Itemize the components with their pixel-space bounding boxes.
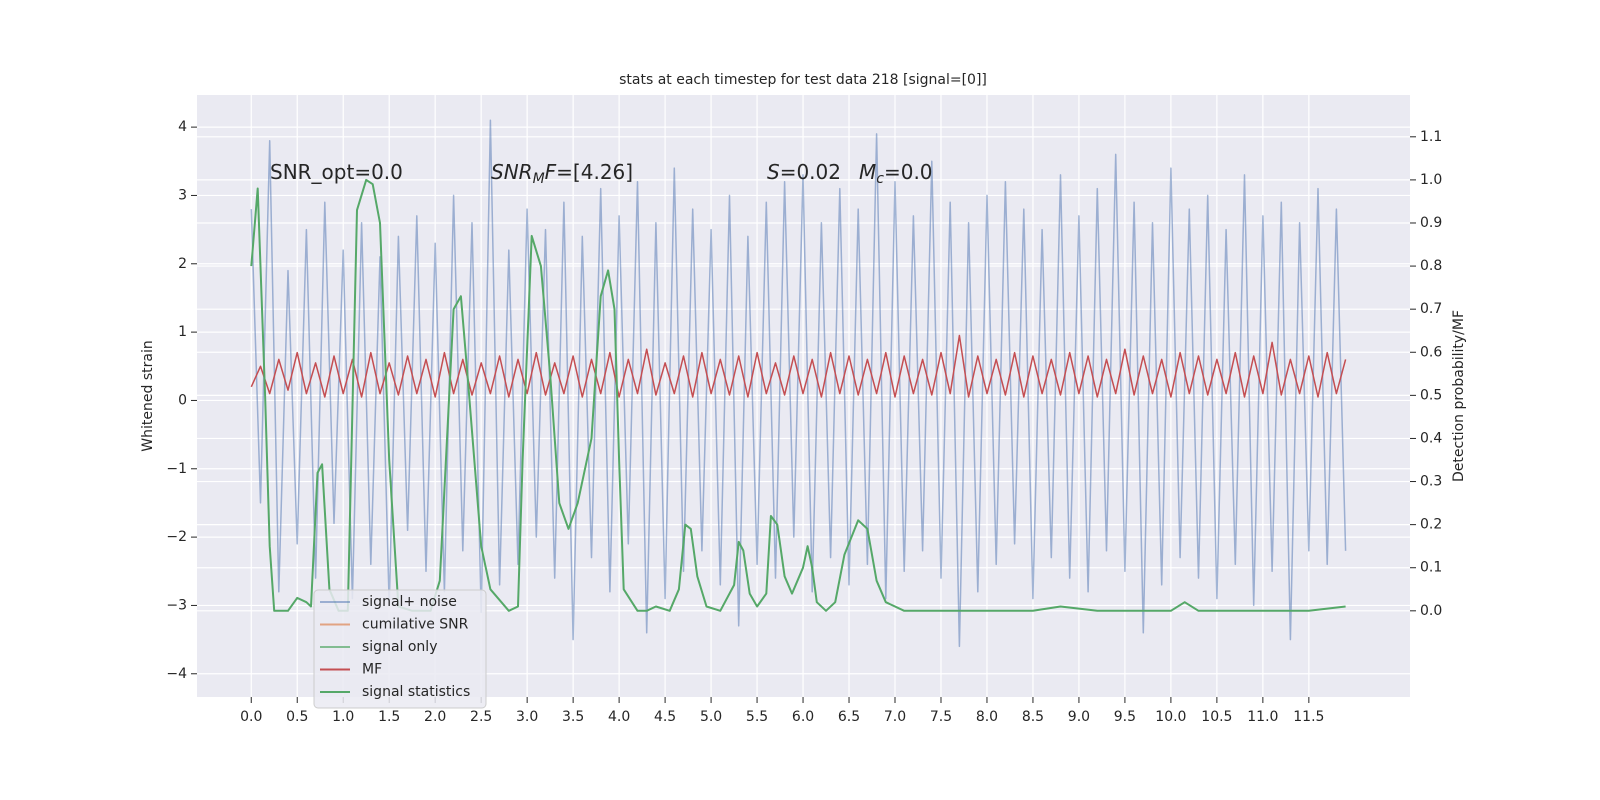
series-line xyxy=(250,119,1347,648)
y-tick-label: 4 xyxy=(178,119,187,135)
annotation-part: =0.02 xyxy=(780,160,841,184)
y-tick-label: 1 xyxy=(178,324,187,340)
y2-tick-label: 0.7 xyxy=(1420,301,1442,317)
annotation: SNRMF=[4.26] xyxy=(491,160,633,188)
y-tick-label: 2 xyxy=(178,256,187,272)
x-tick-label: 8.0 xyxy=(976,709,998,725)
y2-tick-label: 0.2 xyxy=(1420,517,1442,533)
legend-label: signal+ noise xyxy=(362,594,457,610)
legend-label: cumilative SNR xyxy=(362,617,469,633)
x-tick-label: 0.5 xyxy=(286,709,308,725)
annotation-part: M xyxy=(533,171,545,187)
y2-tick-label: 1.1 xyxy=(1420,129,1442,145)
y-tick-label: 3 xyxy=(178,187,187,203)
y2-tick-label: 0.8 xyxy=(1420,258,1442,274)
y-tick-label: −4 xyxy=(166,666,187,682)
x-tick-label: 11.0 xyxy=(1247,709,1278,725)
y-tick-label: −2 xyxy=(166,529,187,545)
annotation-part: S xyxy=(767,160,780,184)
annotation: Mc=0.0 xyxy=(859,160,933,188)
x-tick-label: 6.0 xyxy=(792,709,814,725)
x-tick-label: 1.5 xyxy=(378,709,400,725)
legend: signal+ noise cumilative SNR signal only MF… xyxy=(313,589,487,709)
x-tick-label: 8.5 xyxy=(1022,709,1044,725)
annotation-part: =[4.26] xyxy=(556,160,633,184)
x-tick-label: 9.0 xyxy=(1068,709,1090,725)
series-line xyxy=(250,334,1347,398)
x-tick-label: 5.5 xyxy=(746,709,768,725)
x-tick-label: 5.0 xyxy=(700,709,722,725)
annotation-part: c xyxy=(876,171,884,187)
x-tick-label: 3.5 xyxy=(562,709,584,725)
annotation-part: SNR_opt=0.0 xyxy=(270,160,403,184)
y2-tick-label: 1.0 xyxy=(1420,172,1442,188)
x-tick-label: 4.5 xyxy=(654,709,676,725)
annotation: SNR_opt=0.0 xyxy=(270,160,403,184)
y-tick-label: −1 xyxy=(166,461,187,477)
x-tick-label: 7.0 xyxy=(884,709,906,725)
y2-axis-label: Detection probability/MF xyxy=(1451,310,1467,482)
x-tick-label: 7.5 xyxy=(930,709,952,725)
y-tick-label: 0 xyxy=(178,392,187,408)
x-tick-label: 6.5 xyxy=(838,709,860,725)
x-tick-label: 11.5 xyxy=(1293,709,1324,725)
x-tick-label: 2.5 xyxy=(470,709,492,725)
annotations: SNR_opt=0.0 SNRMF=[4.26] S=0.02 Mc=0.0 xyxy=(270,160,933,188)
x-tick-label: 9.5 xyxy=(1114,709,1136,725)
legend-label: signal statistics xyxy=(362,684,470,700)
x-tick-label: 10.0 xyxy=(1155,709,1186,725)
x-tick-label: 2.0 xyxy=(424,709,446,725)
x-tick-label: 3.0 xyxy=(516,709,538,725)
annotation-part: =0.0 xyxy=(884,160,933,184)
y-tick-label: −3 xyxy=(166,597,187,613)
legend-box xyxy=(313,589,487,709)
y2-tick-label: 0.1 xyxy=(1420,560,1442,576)
series-line xyxy=(250,178,1346,612)
annotation-part: SNR xyxy=(491,160,533,184)
chart-title: stats at each timestep for test data 218… xyxy=(619,72,987,88)
axes: 0.0 0.5 1.0 1.5 2.0 2.5 3.0 3.5 4.0 4.5 5.0 5.5 6.0 6… xyxy=(166,119,1442,725)
legend-label: MF xyxy=(362,662,382,678)
x-tick-label: 4.0 xyxy=(608,709,630,725)
annotation-part: F xyxy=(545,160,557,184)
grid xyxy=(197,95,1410,697)
x-tick-label: 0.0 xyxy=(240,709,262,725)
annotation-part: M xyxy=(859,160,876,184)
annotation: S=0.02 xyxy=(767,160,841,184)
x-tick-label: 1.0 xyxy=(332,709,354,725)
y-axis-label: Whitened strain xyxy=(140,340,156,451)
x-tick-label: 10.5 xyxy=(1201,709,1232,725)
y2-tick-label: 0.4 xyxy=(1420,430,1442,446)
y2-tick-label: 0.6 xyxy=(1420,344,1442,360)
y2-tick-label: 0.5 xyxy=(1420,387,1442,403)
y2-tick-label: 0.3 xyxy=(1420,474,1442,490)
y2-tick-label: 0.9 xyxy=(1420,215,1442,231)
legend-label: signal only xyxy=(362,639,437,655)
y2-tick-label: 0.0 xyxy=(1420,603,1442,619)
marks xyxy=(250,119,1347,648)
